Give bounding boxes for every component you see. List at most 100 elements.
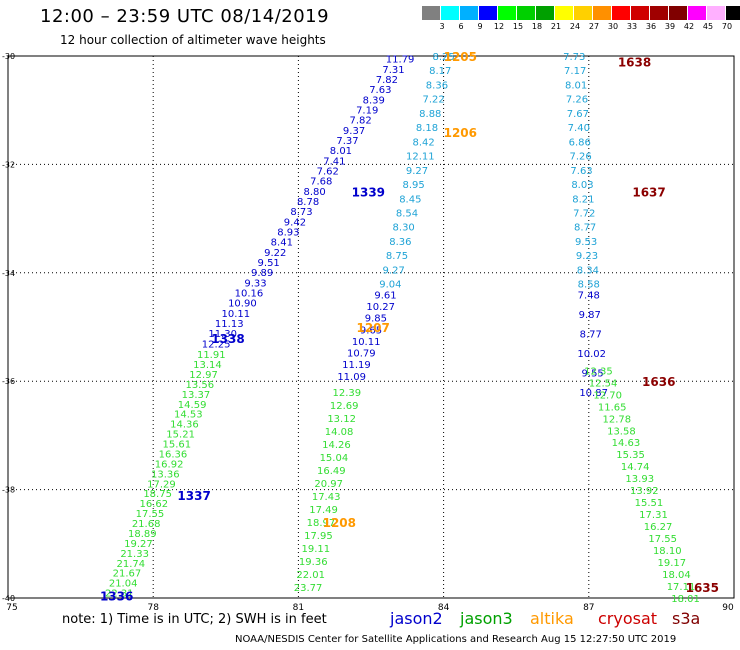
- legend-swatch: [631, 6, 650, 20]
- wave-height-value: 13.56: [185, 380, 214, 391]
- wave-height-value: 7.63: [369, 85, 391, 96]
- legend-tick-label: 33: [626, 22, 638, 31]
- wave-height-value: 9.51: [258, 258, 280, 269]
- wave-height-value: 7.82: [349, 116, 371, 127]
- wave-height-value: 18.01: [671, 594, 700, 605]
- wave-height-value: 8.01: [565, 80, 587, 91]
- wave-height-value: 15.21: [166, 430, 195, 441]
- pass-time-label: 1637: [632, 186, 665, 200]
- wave-height-value: 9.27: [406, 166, 428, 177]
- pass-time-label: 1638: [618, 55, 651, 69]
- wave-height-value: 16.62: [139, 499, 168, 510]
- legend-tick-label: 3: [439, 22, 445, 31]
- wave-height-value: 16.27: [644, 522, 673, 533]
- plot-frame: [7, 55, 735, 599]
- wave-height-value: 16.49: [317, 466, 346, 477]
- wave-height-value: 11.13: [215, 319, 244, 330]
- wave-height-value: 7.37: [336, 136, 358, 147]
- wave-height-value: 6.86: [569, 137, 591, 148]
- legend-tick-label: 21: [550, 22, 562, 31]
- legend-tick-label: 18: [531, 22, 543, 31]
- legend-swatch: [593, 6, 612, 20]
- wave-height-value: 21.68: [132, 519, 161, 530]
- legend-swatch: [422, 6, 441, 20]
- wave-height-value: 9.27: [383, 265, 405, 276]
- legend-tick-label: 12: [493, 22, 505, 31]
- wave-height-value: 13.92: [630, 486, 659, 497]
- wave-height-value: 15.61: [162, 440, 191, 451]
- wave-height-value: 18.97: [307, 518, 336, 529]
- pass-time-label: 1636: [642, 375, 675, 389]
- wave-height-value: 14.59: [178, 400, 207, 411]
- wave-height-value: 13.14: [193, 360, 222, 371]
- wave-height-value: 9.22: [264, 248, 286, 259]
- y-tick-label: -34: [2, 269, 15, 278]
- legend-swatch: [612, 6, 631, 20]
- x-tick-label: 84: [438, 603, 450, 613]
- wave-height-value: 15.51: [635, 498, 664, 509]
- wave-height-value: 8.77: [580, 330, 602, 341]
- legend-tick-label: 6: [458, 22, 464, 31]
- wave-height-value: 10.11: [352, 337, 381, 348]
- wave-height-value: 12.25: [202, 339, 231, 350]
- wave-height-value: 19.27: [124, 539, 153, 550]
- legend-swatch: [498, 6, 517, 20]
- wave-height-value: 8.21: [572, 194, 594, 205]
- wave-height-value: 15.04: [320, 453, 349, 464]
- wave-height-value: 10.87: [579, 388, 608, 399]
- wave-height-value: 11.79: [386, 55, 415, 66]
- wave-height-value: 12.69: [330, 401, 359, 412]
- legend-tick-label: 27: [588, 22, 600, 31]
- wave-height-value: 16.92: [155, 459, 184, 470]
- track-b: 11.9113.1412.9713.5613.3714.5914.5314.36…: [105, 350, 226, 599]
- wave-height-value: 12.39: [332, 388, 361, 399]
- wave-height-value: 17.55: [648, 534, 677, 545]
- wave-height-value: 13.37: [182, 390, 211, 401]
- axis-tick-labels: 75 78 81 84 87 90 -30 -32 -34 -36 -38 -40: [2, 52, 734, 613]
- legend-swatch: [479, 6, 498, 20]
- wave-height-value: 9.33: [244, 278, 266, 289]
- wave-height-value: 8.34: [577, 265, 599, 276]
- wave-height-value: 8.41: [271, 238, 293, 249]
- satellite-legend-item: jason3: [460, 609, 513, 628]
- wave-height-value: 17.29: [147, 479, 176, 490]
- y-tick-label: -38: [2, 486, 15, 495]
- wave-height-value: 10.90: [228, 299, 257, 310]
- legend-tick-label: 70: [721, 22, 733, 31]
- wave-height-value: 8.01: [330, 146, 352, 157]
- wave-height-value: 21.33: [120, 549, 149, 560]
- pass-time-label: 1206: [444, 126, 477, 140]
- wave-height-value: 11.91: [197, 350, 226, 361]
- wave-height-value: 7.19: [356, 106, 378, 117]
- wave-height-value: 17.95: [304, 531, 333, 542]
- wave-height-value: 12.97: [189, 370, 218, 381]
- wave-height-value: 9.85: [365, 314, 387, 325]
- satellite-legend-item: altika: [530, 609, 574, 628]
- x-tick-label: 90: [722, 603, 734, 613]
- legend-tick-label: 9: [477, 22, 483, 31]
- wave-height-value: 7.17: [564, 66, 586, 77]
- wave-height-value: 19.36: [299, 557, 328, 568]
- wave-height-value: 8.88: [419, 109, 441, 120]
- wave-height-value: 9.65: [360, 325, 382, 336]
- pass-time-label: 1207: [356, 321, 389, 335]
- wave-height-value: 14.36: [170, 420, 199, 431]
- wave-height-value: 8.36: [426, 80, 448, 91]
- y-tick-label: -30: [2, 52, 15, 61]
- satellite-legend-item: s3a: [672, 609, 701, 628]
- legend-tick-label: 36: [645, 22, 657, 31]
- chart-title: 12:00 – 23:59 UTC 08/14/2019: [40, 6, 330, 27]
- wave-height-value: 9.53: [575, 237, 597, 248]
- wave-height-value: 15.35: [616, 450, 645, 461]
- wave-height-value: 7.22: [422, 95, 444, 106]
- wave-height-value: 7.31: [382, 65, 404, 76]
- wave-height-value: 16.36: [159, 449, 188, 460]
- wave-height-value: 21.74: [116, 559, 145, 570]
- wave-height-value: 8.30: [393, 223, 415, 234]
- wave-height-value: 9.89: [251, 268, 273, 279]
- wave-height-value: 11.19: [342, 360, 371, 371]
- wave-height-value: 7.41: [323, 156, 345, 167]
- wave-height-value: 11.30: [208, 329, 237, 340]
